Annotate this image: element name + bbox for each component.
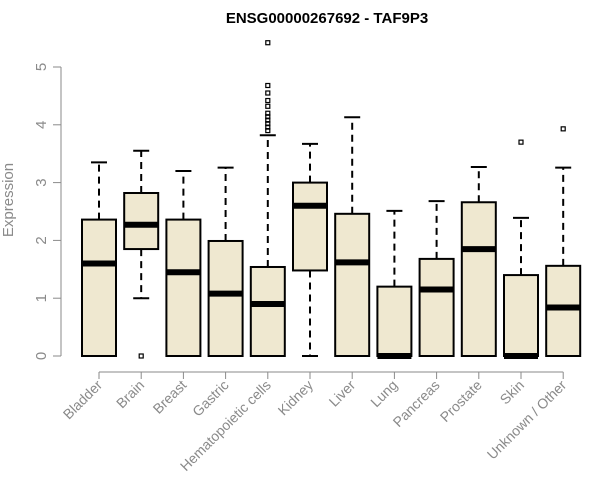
plot-area (81, 40, 582, 359)
box-group (460, 165, 497, 357)
y-tick-label: 2 (33, 236, 50, 244)
box (334, 212, 371, 357)
outlier-point (265, 97, 271, 104)
box-group (165, 170, 202, 357)
box-group (207, 166, 244, 357)
x-tick-label: Kidney (275, 377, 317, 419)
y-tick-label: 3 (33, 178, 50, 186)
box (376, 285, 413, 358)
x-tick-label: Liver (326, 377, 359, 410)
y-tick-label: 5 (33, 63, 50, 71)
x-tick-label: Bladder (60, 377, 106, 423)
x-tick-label: Lung (367, 377, 400, 410)
y-tick-label: 0 (33, 352, 50, 360)
box (165, 218, 202, 357)
y-axis-label: Expression (0, 163, 17, 237)
x-tick-label: Breast (150, 377, 190, 417)
chart-title: ENSG00000267692 - TAF9P3 (226, 10, 428, 27)
box (460, 201, 497, 357)
outlier-point (265, 40, 271, 46)
box (292, 181, 328, 272)
outlier-point (265, 90, 271, 96)
x-tick-label: Prostate (437, 377, 485, 425)
box-group (376, 209, 413, 359)
box-group (81, 161, 117, 357)
box (81, 218, 117, 357)
y-axis: 0 1 2 3 4 5 (33, 63, 62, 360)
outlier-point (518, 139, 524, 145)
box (123, 192, 160, 251)
box-group (503, 139, 539, 359)
outlier-point (265, 110, 271, 116)
box-group (123, 149, 160, 359)
box-group (292, 142, 328, 357)
y-tick-label: 1 (33, 294, 50, 302)
x-tick-label: Skin (497, 377, 528, 408)
outlier-point (265, 103, 271, 109)
box-group (418, 200, 455, 357)
box (545, 264, 582, 357)
box-group (249, 40, 286, 358)
y-tick-label: 4 (33, 121, 50, 129)
x-tick-label: Brain (113, 377, 147, 411)
box (207, 239, 244, 357)
x-tick-label: Pancreas (390, 377, 443, 430)
box-group (334, 116, 371, 357)
box (503, 274, 539, 357)
box (418, 257, 455, 357)
x-tick-label: Unknown / Other (484, 377, 570, 463)
box-group (545, 126, 582, 357)
outlier-point (265, 82, 271, 89)
outlier-point (560, 126, 566, 132)
outlier-point (138, 353, 144, 359)
box (249, 265, 286, 358)
